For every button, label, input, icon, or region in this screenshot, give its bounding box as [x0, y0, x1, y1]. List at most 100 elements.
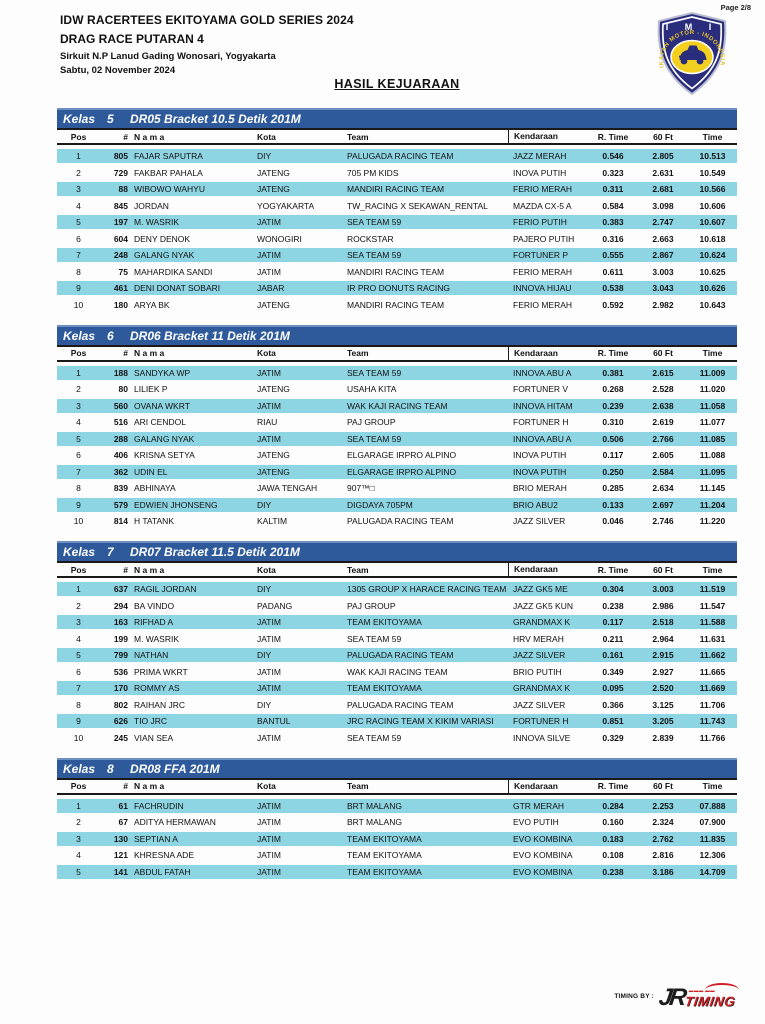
cell-kota: DIY	[257, 699, 272, 710]
table-body: 1 61 FACHRUDIN JATIM BRT MALANG GTR MERAH 0.28…	[57, 798, 737, 879]
table-row: 10 814 H TATANK KALTIM PALUGADA RACING TEAM J…	[57, 514, 737, 528]
cell-team: TEAM EKITOYAMA	[347, 683, 422, 693]
cell-kendaraan: JAZZ SILVER	[513, 699, 566, 710]
cell-kendaraan: PAJERO PUTIH	[513, 233, 575, 244]
cell-nama: GALANG NYAK	[134, 433, 195, 444]
cell-kota: YOGYAKARTA	[257, 200, 315, 211]
cell-kendaraan: FERIO MERAH	[513, 266, 573, 277]
cell-num: 121	[113, 850, 128, 860]
page-number: Page 2/8	[720, 3, 751, 12]
cell-pos: 8	[76, 483, 81, 493]
cell-rtime: 0.310	[602, 417, 624, 427]
class-word: Kelas	[63, 545, 96, 559]
cell-kota: JATIM	[257, 266, 281, 277]
cell-kendaraan: FORTUNER V	[513, 384, 569, 394]
cell-kendaraan: INNOVA ABU A	[513, 433, 572, 444]
table-row: 7 248 GALANG NYAK JATIM SEA TEAM 59 FORTUNER …	[57, 248, 737, 262]
cell-num: 188	[113, 367, 128, 378]
table-row: 3 88 WIBOWO WAHYU JATENG MANDIRI RACING TEAM…	[57, 182, 737, 196]
logo-swoosh	[705, 983, 739, 997]
cell-time: 11.662	[699, 650, 726, 660]
cell-kendaraan: INNOVA ABU A	[513, 367, 572, 378]
cell-team: IR PRO DONUTS RACING	[347, 283, 450, 293]
cell-ft60: 2.697	[652, 499, 674, 510]
results-table: Kelas 7 DR07 Bracket 11.5 Detik 201M Pos…	[57, 541, 737, 745]
cell-team: TEAM EKITOYAMA	[347, 866, 422, 877]
cell-rtime: 0.238	[602, 866, 624, 877]
cell-pos: 2	[76, 817, 81, 827]
cell-team: 1305 GROUP X HARACE RACING TEAM	[347, 584, 507, 594]
table-row: 10 180 ARYA BK JATENG MANDIRI RACING TEAM FER…	[57, 298, 737, 312]
col-header-6: R. Time	[597, 348, 629, 358]
col-header-1: #	[123, 348, 128, 358]
table-row: 4 845 JORDAN YOGYAKARTA TW_RACING X SEKAWAN_…	[57, 199, 737, 213]
cell-ft60: 2.964	[652, 633, 674, 644]
cell-rtime: 0.250	[602, 466, 624, 477]
cell-rtime: 0.329	[602, 732, 624, 743]
column-header-row: Pos # N a m a Kota Team Kendaraan R. Time 60 Ft…	[57, 777, 737, 795]
results-table: Kelas 8 DR08 FFA 201M Pos # N a m a Kota Tea…	[57, 757, 737, 879]
col-header-4: Team	[347, 131, 369, 142]
cell-time: 07.900	[699, 817, 726, 827]
cell-nama: TIO JRC	[134, 716, 168, 726]
cell-rtime: 0.304	[602, 584, 624, 594]
cell-kendaraan: FERIO PUTIH	[513, 217, 567, 227]
cell-team: PALUGADA RACING TEAM	[347, 151, 454, 161]
cell-kendaraan: FERIO MERAH	[513, 299, 573, 310]
cell-time: 11.519	[699, 584, 726, 594]
cell-kota: JATIM	[257, 817, 281, 827]
cell-num: 80	[118, 384, 128, 394]
col-header-5: Kendaraan	[508, 779, 588, 793]
cell-ft60: 2.631	[652, 167, 674, 178]
cell-kota: JATIM	[257, 850, 281, 860]
cell-time: 11.058	[699, 400, 726, 411]
cell-nama: OVANA WKRT	[134, 400, 190, 411]
event-title: IDW RACERTEES EKITOYAMA GOLD SERIES 2024	[60, 13, 354, 27]
cell-pos: 5	[76, 433, 81, 444]
cell-kota: RIAU	[257, 417, 278, 427]
cell-rtime: 0.117	[602, 450, 624, 460]
cell-pos: 3	[76, 833, 81, 844]
cell-kota: JATENG	[257, 167, 290, 178]
cell-team: ROCKSTAR	[347, 233, 394, 244]
cell-kendaraan: BRIO PUTIH	[513, 666, 562, 677]
cell-ft60: 2.746	[652, 516, 674, 526]
table-body: 1 805 FAJAR SAPUTRA DIY PALUGADA RACING TEAM…	[57, 149, 737, 312]
class-header-bar: Kelas 7 DR07 Bracket 11.5 Detik 201M	[57, 541, 737, 561]
cell-pos: 2	[76, 384, 81, 394]
table-row: 4 516 ARI CENDOL RIAU PAJ GROUP FORTUNER H 0.3…	[57, 415, 737, 429]
cell-kendaraan: JAZZ SILVER	[513, 650, 566, 660]
cell-nama: FACHRUDIN	[134, 800, 184, 811]
class-title: DR08 FFA 201M	[130, 761, 220, 776]
column-header-row: Pos # N a m a Kota Team Kendaraan R. Time 60 Ft…	[57, 344, 737, 362]
cell-kendaraan: EVO KOMBINA	[513, 866, 573, 877]
cell-time: 11.665	[699, 666, 726, 677]
cell-kota: PADANG	[257, 600, 293, 611]
cell-ft60: 3.003	[652, 266, 674, 277]
cell-team: BRT MALANG	[347, 817, 402, 827]
cell-num: 805	[113, 151, 128, 161]
cell-num: 406	[113, 450, 128, 460]
cell-team: ELGARAGE IRPRO ALPINO	[347, 450, 457, 460]
col-header-8: Time	[702, 781, 723, 791]
cell-nama: RAGIL JORDAN	[134, 584, 197, 594]
cell-rtime: 0.211	[602, 633, 624, 644]
cell-nama: MAHARDIKA SANDI	[134, 266, 213, 277]
cell-ft60: 2.867	[652, 250, 674, 260]
cell-nama: FAJAR SAPUTRA	[134, 151, 203, 161]
cell-kendaraan: JAZZ GK5 KUN	[513, 600, 573, 611]
col-header-8: Time	[702, 348, 723, 358]
cell-team: MANDIRI RACING TEAM	[347, 184, 445, 194]
col-header-4: Team	[347, 564, 369, 575]
col-header-6: R. Time	[597, 564, 629, 575]
event-date: Sabtu, 02 November 2024	[60, 65, 176, 76]
cell-num: 88	[118, 184, 128, 194]
cell-num: 199	[113, 633, 128, 644]
cell-time: 12.306	[699, 850, 726, 860]
cell-time: 10.606	[699, 200, 726, 211]
table-body: 1 637 RAGIL JORDAN DIY 1305 GROUP X HARACE R…	[57, 582, 737, 745]
cell-time: 10.513	[699, 151, 726, 161]
cell-nama: BA VINDO	[134, 600, 175, 611]
cell-kendaraan: EVO KOMBINA	[513, 833, 573, 844]
cell-nama: SEPTIAN A	[134, 833, 178, 844]
